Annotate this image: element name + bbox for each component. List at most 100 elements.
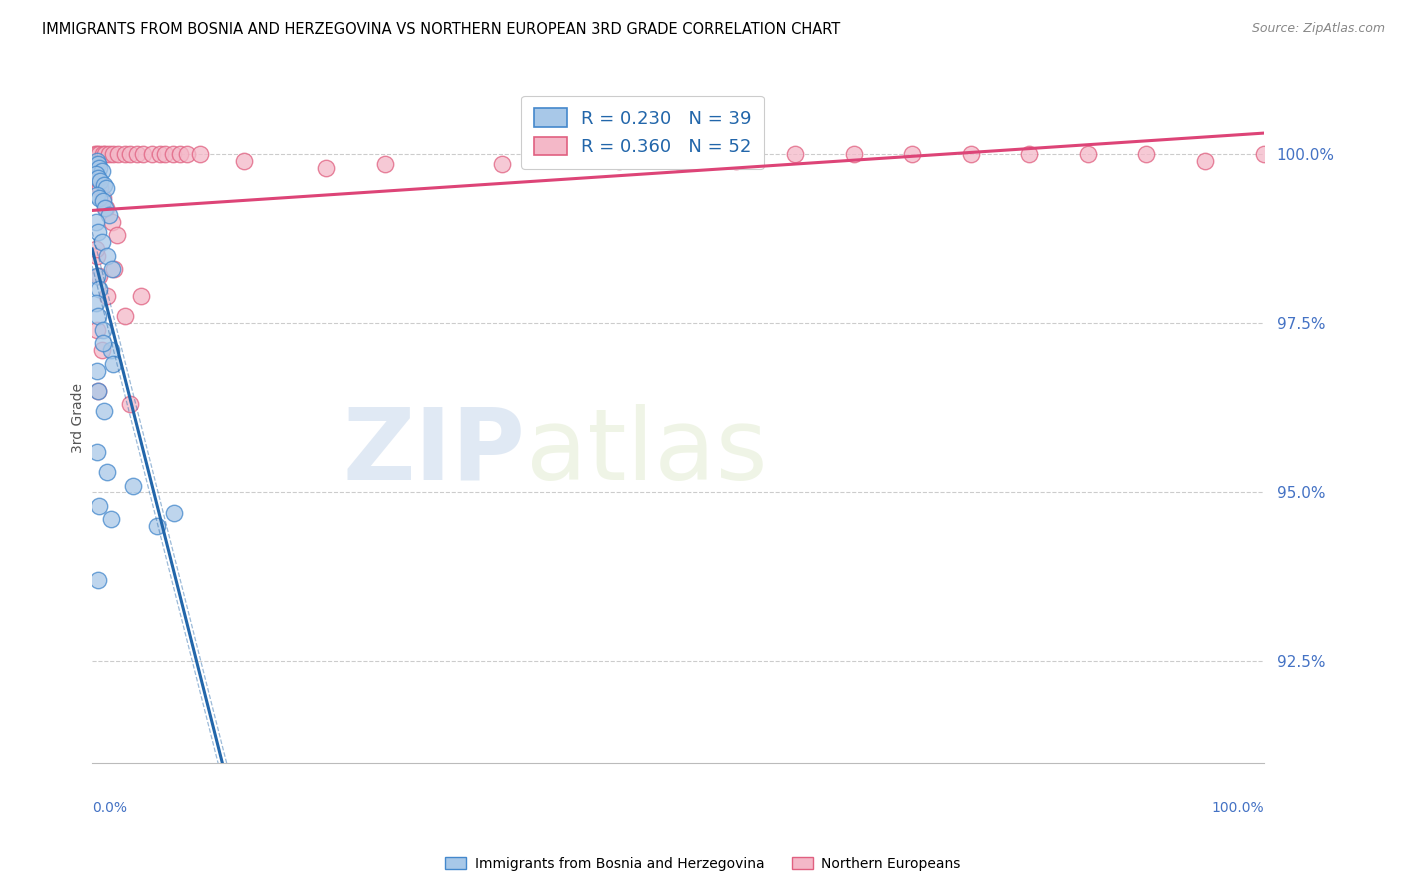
Point xyxy=(87,170,110,185)
Point xyxy=(86,187,108,202)
Point xyxy=(105,228,128,243)
Point xyxy=(101,262,124,277)
Point xyxy=(86,147,108,161)
Point xyxy=(93,178,115,192)
Point xyxy=(374,157,396,171)
Point xyxy=(97,208,120,222)
Point xyxy=(131,289,153,303)
Point xyxy=(84,296,107,310)
Point xyxy=(315,161,337,175)
Point xyxy=(91,194,114,209)
Point xyxy=(89,282,111,296)
Point xyxy=(89,268,111,283)
Point xyxy=(101,215,124,229)
Point xyxy=(90,235,112,249)
Text: ZIP: ZIP xyxy=(343,404,526,501)
Point xyxy=(94,201,117,215)
Point xyxy=(89,191,111,205)
Point xyxy=(89,174,111,188)
Point xyxy=(125,147,148,161)
Point xyxy=(96,181,118,195)
Point xyxy=(87,573,110,587)
Point xyxy=(118,397,141,411)
Point xyxy=(114,147,136,161)
Text: 100.0%: 100.0% xyxy=(1211,801,1264,814)
Point xyxy=(96,249,118,263)
Point xyxy=(86,444,108,458)
Point xyxy=(86,268,108,283)
Point xyxy=(118,147,141,161)
Point xyxy=(91,336,114,351)
Point xyxy=(1077,147,1099,161)
Point xyxy=(783,147,806,161)
Point xyxy=(91,147,114,161)
Point xyxy=(86,249,108,263)
Text: atlas: atlas xyxy=(526,404,768,501)
Point xyxy=(176,147,198,161)
Point xyxy=(93,404,115,418)
Point xyxy=(91,323,114,337)
Point xyxy=(188,147,211,161)
Point xyxy=(89,161,111,175)
Point xyxy=(959,147,981,161)
Point xyxy=(149,147,172,161)
Legend: R = 0.230   N = 39, R = 0.360   N = 52: R = 0.230 N = 39, R = 0.360 N = 52 xyxy=(522,95,763,169)
Point xyxy=(103,262,125,277)
Point xyxy=(89,181,111,195)
Point xyxy=(122,478,145,492)
Point xyxy=(1194,153,1216,168)
Point xyxy=(153,147,176,161)
Legend: Immigrants from Bosnia and Herzegovina, Northern Europeans: Immigrants from Bosnia and Herzegovina, … xyxy=(440,851,966,876)
Point xyxy=(87,384,110,398)
Text: IMMIGRANTS FROM BOSNIA AND HERZEGOVINA VS NORTHERN EUROPEAN 3RD GRADE CORRELATIO: IMMIGRANTS FROM BOSNIA AND HERZEGOVINA V… xyxy=(42,22,841,37)
Point xyxy=(141,147,163,161)
Point xyxy=(90,343,112,358)
Point xyxy=(87,384,110,398)
Point xyxy=(87,157,110,171)
Point xyxy=(163,506,186,520)
Point xyxy=(145,519,167,533)
Point xyxy=(89,499,111,513)
Point xyxy=(131,147,153,161)
Point xyxy=(169,147,191,161)
Point xyxy=(901,147,924,161)
Point xyxy=(1135,147,1157,161)
Y-axis label: 3rd Grade: 3rd Grade xyxy=(72,383,86,453)
Point xyxy=(725,153,748,168)
Point xyxy=(842,147,865,161)
Point xyxy=(87,310,110,324)
Point xyxy=(83,157,105,171)
Point xyxy=(89,147,111,161)
Point xyxy=(162,147,184,161)
Point xyxy=(97,147,120,161)
Point xyxy=(233,153,256,168)
Point xyxy=(84,242,107,256)
Point xyxy=(84,215,107,229)
Point xyxy=(666,153,689,168)
Point xyxy=(96,465,118,479)
Point xyxy=(83,147,105,161)
Point xyxy=(107,147,129,161)
Point xyxy=(1253,147,1275,161)
Point xyxy=(491,157,513,171)
Point xyxy=(94,147,117,161)
Point xyxy=(103,357,125,371)
Point xyxy=(114,310,136,324)
Point xyxy=(90,164,112,178)
Point xyxy=(96,289,118,303)
Point xyxy=(96,201,118,215)
Point xyxy=(86,363,108,377)
Point xyxy=(87,225,110,239)
Text: Source: ZipAtlas.com: Source: ZipAtlas.com xyxy=(1251,22,1385,36)
Point xyxy=(84,170,107,185)
Point xyxy=(103,147,125,161)
Text: 0.0%: 0.0% xyxy=(93,801,127,814)
Point xyxy=(1018,147,1040,161)
Point xyxy=(91,191,114,205)
Point xyxy=(84,168,107,182)
Point xyxy=(100,512,122,526)
Point xyxy=(607,153,630,168)
Point xyxy=(100,343,122,358)
Point xyxy=(86,323,108,337)
Point xyxy=(86,153,108,168)
